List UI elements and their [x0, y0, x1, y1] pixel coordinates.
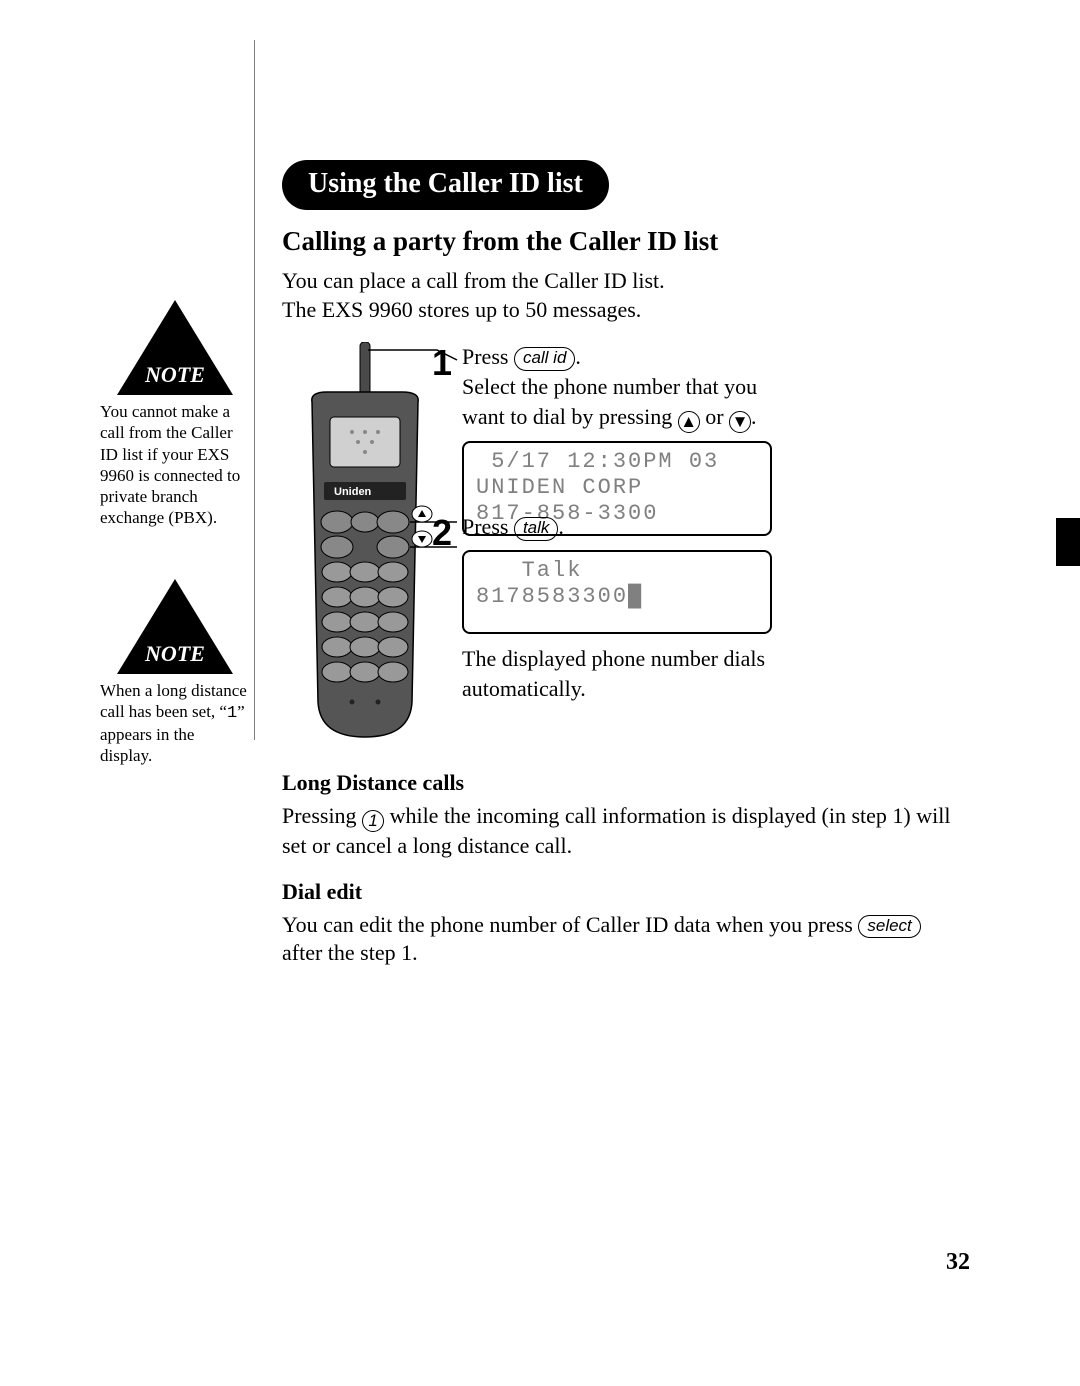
- or-text: or: [700, 404, 729, 429]
- de-pre: You can edit the phone number of Caller …: [282, 912, 858, 937]
- steps-area: Uniden: [282, 342, 962, 752]
- ld-pre: Pressing: [282, 803, 362, 828]
- step2-after1: The displayed phone number dials: [462, 644, 932, 674]
- intro-line-1: You can place a call from the Caller ID …: [282, 267, 962, 296]
- note-label: NOTE: [135, 362, 215, 388]
- note-label: NOTE: [135, 641, 215, 667]
- long-distance-body: Pressing 1 while the incoming call infor…: [282, 802, 962, 861]
- step1-line2a: Select the phone number that you: [462, 372, 932, 402]
- lcd1-l2: UNIDEN CORP: [476, 475, 643, 500]
- lcd2-l2: 8178583300█: [476, 584, 643, 609]
- one-key: 1: [362, 810, 384, 832]
- step-2: 2 Press talk. Talk 8178583300█ The displ…: [462, 512, 932, 703]
- down-arrow-key: ▼: [729, 411, 751, 433]
- de-post: after the step 1.: [282, 940, 418, 965]
- step2-after2: automatically.: [462, 674, 932, 704]
- note-text-2: When a long distance call has been set, …: [100, 680, 250, 767]
- svg-text:Uniden: Uniden: [334, 486, 372, 498]
- long-distance-heading: Long Distance calls: [282, 770, 962, 796]
- period: .: [575, 344, 581, 369]
- page: NOTE You cannot make a call from the Cal…: [0, 0, 1080, 1386]
- main-column: Using the Caller ID list Calling a party…: [282, 160, 962, 968]
- dial-edit-heading: Dial edit: [282, 879, 962, 905]
- dial-edit-body: You can edit the phone number of Caller …: [282, 911, 962, 968]
- select-key: select: [858, 915, 920, 938]
- step1-line1: Press call id.: [462, 342, 932, 372]
- note-triangle-icon: NOTE: [117, 579, 233, 674]
- note-block-1: NOTE You cannot make a call from the Cal…: [100, 300, 250, 529]
- call-id-key: call id: [514, 347, 575, 370]
- step1-line2b: want to dial by pressing ▲ or ▼.: [462, 402, 932, 433]
- side-thumb-tab: [1056, 518, 1080, 566]
- step-1: 1 Press call id. Select the phone number…: [462, 342, 932, 536]
- press-text: Press: [462, 344, 514, 369]
- up-arrow-key: ▲: [678, 411, 700, 433]
- note-block-2: NOTE When a long distance call has been …: [100, 579, 250, 767]
- press-text: Press: [462, 514, 514, 539]
- intro-line-2: The EXS 9960 stores up to 50 messages.: [282, 296, 962, 325]
- talk-key: talk: [514, 517, 558, 540]
- lcd-display-2: Talk 8178583300█: [462, 550, 772, 634]
- step1-line2b-text: want to dial by pressing: [462, 404, 678, 429]
- lcd2-l1: Talk: [476, 558, 582, 583]
- note2-code: 1: [227, 704, 237, 723]
- lcd1-l1: 5/17 12:30PM 03: [476, 449, 719, 474]
- note-text-1: You cannot make a call from the Caller I…: [100, 401, 250, 529]
- note2-pre: When a long distance call has been set, …: [100, 681, 247, 721]
- note-triangle-icon: NOTE: [117, 300, 233, 395]
- step-number: 2: [432, 512, 452, 554]
- page-heading: Calling a party from the Caller ID list: [282, 226, 962, 257]
- section-pill: Using the Caller ID list: [282, 160, 609, 210]
- column-divider: [254, 40, 255, 740]
- step2-line1: Press talk.: [462, 512, 932, 542]
- step-number: 1: [432, 342, 452, 384]
- page-number: 32: [946, 1249, 970, 1276]
- ld-post: while the incoming call information is d…: [282, 803, 950, 858]
- sidebar: NOTE You cannot make a call from the Cal…: [100, 300, 250, 767]
